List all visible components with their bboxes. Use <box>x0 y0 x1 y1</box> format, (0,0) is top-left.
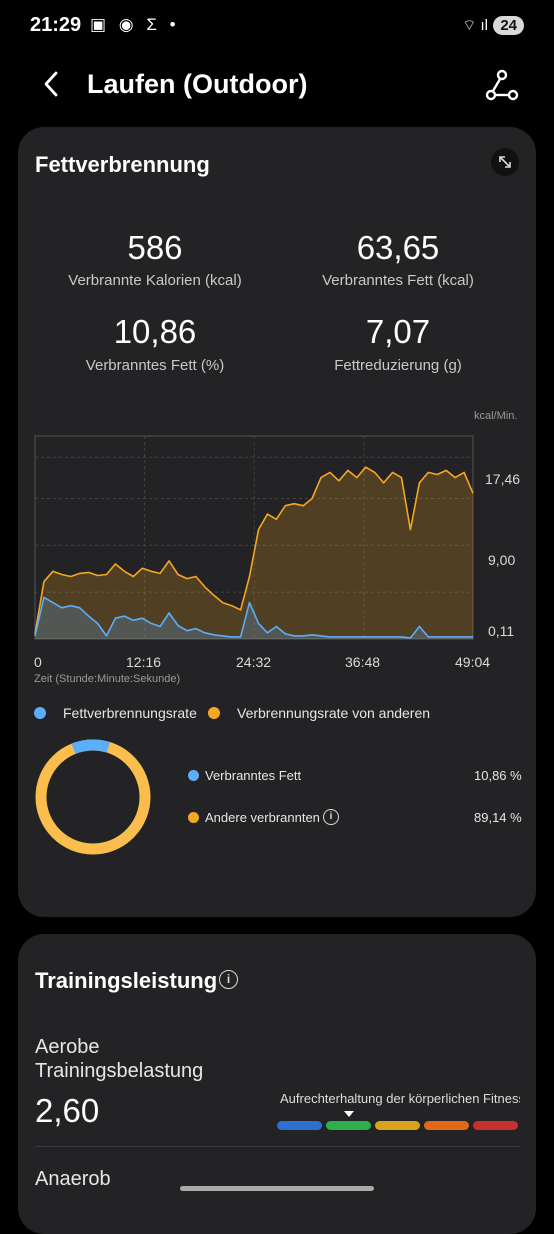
stat-label: Verbranntes Fett (kcal) <box>322 272 474 289</box>
next-metric-label: Anaerob <box>35 1168 111 1190</box>
signal-wifi-icon: ⌔ ıl <box>462 17 488 34</box>
x-tick-label: 24:32 <box>236 654 272 670</box>
back-arrow-icon[interactable] <box>36 68 68 100</box>
page-title: Laufen (Outdoor) <box>87 69 308 99</box>
donut-legend-label: Andere verbrannten <box>205 810 320 825</box>
legend-label: Fettverbrennungsrate <box>63 705 197 721</box>
series-line <box>34 466 474 634</box>
status-time: 21:29 <box>30 14 82 36</box>
y-tick-label: 0,11 <box>488 623 515 639</box>
training-performance-card <box>18 934 536 1234</box>
stat-value: 10,86 <box>113 313 197 350</box>
share-icon[interactable] <box>484 68 520 104</box>
info-icon[interactable]: i <box>323 809 339 825</box>
scale-segment <box>375 1121 420 1130</box>
fat-share-donut <box>35 739 151 855</box>
scale-marker-icon <box>344 1111 354 1117</box>
legend-dot-fat <box>34 707 46 719</box>
donut-legend-dot-others <box>188 812 199 823</box>
home-indicator[interactable] <box>180 1186 374 1191</box>
stat-label: Verbrannte Kalorien (kcal) <box>68 272 242 289</box>
donut-legend-value: 10,86 % <box>474 768 522 783</box>
donut-legend-value: 89,14 % <box>474 810 522 825</box>
scale-segment <box>326 1121 371 1130</box>
x-tick-label: 49:04 <box>455 654 491 670</box>
fat-burning-card <box>18 127 536 917</box>
stat-value: 586 <box>127 229 183 266</box>
x-tick-label: 12:16 <box>126 654 162 670</box>
metric-label-line2: Trainingsbelastung <box>35 1060 204 1082</box>
scale-segment <box>424 1121 469 1130</box>
x-axis-label: Zeit (Stunde:Minute:Sekunde) <box>34 673 181 685</box>
legend-dot-others <box>208 707 220 719</box>
donut-legend-label: Verbranntes Fett <box>205 768 302 783</box>
stat-label: Fettreduzierung (g) <box>334 357 462 374</box>
stat-label: Verbranntes Fett (%) <box>85 357 225 374</box>
training-scale <box>277 1121 519 1130</box>
series-area <box>35 467 473 639</box>
metric-label-line1: Aerobe <box>35 1036 100 1058</box>
chart-unit-label: kcal/Min. <box>474 410 518 422</box>
donut-legend-dot-fat <box>188 770 199 781</box>
divider <box>35 1146 520 1147</box>
series-line <box>34 596 473 639</box>
expand-icon[interactable] <box>491 148 519 176</box>
legend-label: Verbrennungsrate von anderen <box>237 705 431 721</box>
series-area <box>35 597 473 639</box>
info-icon[interactable]: i <box>219 970 238 989</box>
notification-icons: ▣ ◉ Σ • <box>90 15 180 34</box>
y-tick-label: 17,46 <box>485 471 521 487</box>
scale-segment <box>277 1121 322 1130</box>
y-tick-label: 9,00 <box>488 552 516 568</box>
stat-value: 63,65 <box>356 229 440 266</box>
fat-card-title: Fettverbrennung <box>35 152 210 177</box>
scale-segment <box>473 1121 518 1130</box>
training-card-title: Trainingsleistung <box>35 968 218 993</box>
x-tick-label: 36:48 <box>345 654 381 670</box>
x-tick-label: 0 <box>34 654 42 670</box>
calorie-burn-chart <box>34 435 474 640</box>
scale-label: Aufrechterhaltung der körperlichen Fitne… <box>280 1091 520 1106</box>
metric-value: 2,60 <box>35 1092 100 1129</box>
stat-value: 7,07 <box>365 313 431 350</box>
battery-indicator: 24 <box>493 16 524 35</box>
